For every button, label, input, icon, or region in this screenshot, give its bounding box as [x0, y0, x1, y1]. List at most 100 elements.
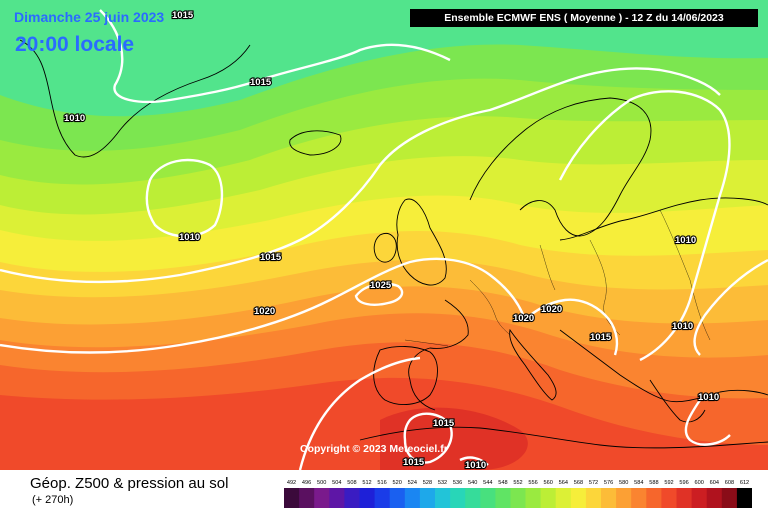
- isobar-1010-sahara: [459, 456, 489, 466]
- scale-swatch: [450, 488, 466, 508]
- scale-tick-label: 572: [589, 480, 598, 486]
- coastlines: [19, 39, 768, 449]
- greece-coast: [649, 379, 706, 423]
- scale-swatch: [329, 488, 345, 508]
- scale-tick-label: 504: [332, 480, 341, 486]
- copyright-text: Copyright © 2023 Meteociel.fr: [300, 443, 448, 455]
- british-isles-coast: [396, 198, 447, 286]
- scale-swatch: [374, 488, 391, 508]
- scale-tick-label: 596: [679, 480, 688, 486]
- isobar-1010-greenland: [145, 158, 224, 238]
- scale-swatch: [601, 488, 617, 508]
- map-date: Dimanche 25 juin 2023: [14, 9, 165, 25]
- scale-tick-label: 508: [347, 480, 356, 486]
- scale-tick-label: 520: [393, 480, 402, 486]
- isobar-labels: 1015 1015 1010 1010 1015 1020 1025 1020 …: [63, 9, 720, 470]
- scale-swatch: [525, 488, 541, 508]
- scale-swatch: [736, 488, 752, 508]
- ireland-coast: [373, 233, 397, 263]
- balkans-coast: [559, 329, 768, 403]
- scale-tick-label: 580: [619, 480, 628, 486]
- scale-swatch: [691, 488, 708, 508]
- isobar-1020-atlantic: [0, 257, 527, 354]
- legend-title: Géop. Z500 & pression au sol: [30, 475, 229, 492]
- scale-tick-label: 500: [317, 480, 326, 486]
- scale-tick-label: 588: [649, 480, 658, 486]
- scale-tick-label: 544: [483, 480, 492, 486]
- scale-swatch: [585, 488, 602, 508]
- isobar-label: 1010: [672, 321, 693, 332]
- scale-swatch: [299, 488, 315, 508]
- scale-swatch: [419, 488, 436, 508]
- greenland-coast: [19, 39, 251, 158]
- scale-tick-label: 536: [453, 480, 462, 486]
- scale-tick-label: 608: [725, 480, 734, 486]
- italy-coast: [509, 328, 557, 401]
- scale-tick-label: 496: [302, 480, 311, 486]
- scale-swatch: [706, 488, 723, 508]
- isobar-1015-atlantic: [0, 67, 721, 284]
- isobar-label: 1015: [403, 457, 425, 468]
- isobar-1010-east: [693, 258, 768, 356]
- isobars: [0, 9, 768, 470]
- scale-swatch: [465, 488, 481, 508]
- scale-swatch: [314, 488, 330, 508]
- scale-tick-label: 492: [287, 480, 296, 486]
- isobar-1015-scand: [558, 90, 731, 362]
- isobar-label: 1010: [179, 232, 200, 243]
- scale-tick-label: 560: [544, 480, 553, 486]
- iberia-coast: [373, 346, 438, 406]
- isobar-1025-high: [354, 282, 404, 306]
- scale-tick-label: 528: [423, 480, 432, 486]
- baltic-coast: [559, 197, 768, 241]
- scandinavia-coast: [469, 97, 652, 237]
- scale-tick-label: 540: [468, 480, 477, 486]
- scale-tick-label: 512: [362, 480, 371, 486]
- scale-tick-label: 612: [740, 480, 749, 486]
- scale-swatch: [646, 488, 662, 508]
- weather-map: 1015 1015 1010 1010 1015 1020 1025 1020 …: [0, 0, 768, 470]
- scale-tick-label: 600: [695, 480, 704, 486]
- scale-swatch: [344, 488, 360, 508]
- scale-swatch: [359, 488, 375, 508]
- isobar-label: 1020: [541, 304, 562, 315]
- color-scale: 492 496 500 504 508 512 516 520 524 528 532 536 540 5…: [284, 480, 752, 508]
- isobar-1015-sahara: [403, 412, 453, 464]
- europe-west-coast: [408, 299, 469, 411]
- north-africa-coast: [359, 426, 768, 449]
- border-france-germany: [469, 279, 511, 336]
- isobar-label: 1015: [250, 77, 272, 88]
- scale-swatch: [480, 488, 496, 508]
- scale-swatch: [404, 488, 421, 508]
- geopotential-map: 1015 1015 1010 1010 1015 1020 1025 1020 …: [0, 0, 768, 470]
- scale-tick-label: 556: [528, 480, 537, 486]
- scale-swatch: [616, 488, 632, 508]
- scale-swatch: [721, 488, 738, 508]
- isobar-label: 1020: [513, 313, 534, 324]
- scale-swatch: [540, 488, 557, 508]
- scale-swatch: [510, 488, 526, 508]
- scale-swatch: [435, 488, 451, 508]
- border-spain-france: [404, 339, 449, 347]
- scale-tick-label: 604: [710, 480, 719, 486]
- isobar-label: 1025: [370, 280, 392, 291]
- isobar-label: 1015: [260, 252, 282, 263]
- model-header: Ensemble ECMWF ENS ( Moyenne ) - 12 Z du…: [410, 9, 758, 27]
- scale-tick-label: 584: [634, 480, 643, 486]
- scale-tick-label: 548: [498, 480, 507, 486]
- scale-swatch: [389, 488, 406, 508]
- isobar-1010-med: [684, 399, 731, 446]
- border-germany-poland: [539, 244, 556, 291]
- isobar-label: 1010: [465, 460, 486, 470]
- border-east-europe: [589, 239, 621, 336]
- scale-swatch: [676, 488, 692, 508]
- scale-tick-label: 592: [664, 480, 673, 486]
- scale-tick-label: 532: [438, 480, 447, 486]
- isobar-1020-south: [298, 356, 421, 470]
- map-time: 20:00 locale: [15, 33, 135, 56]
- isobar-label: 1010: [64, 113, 85, 124]
- scale-swatch: [570, 488, 587, 508]
- scale-swatch: [555, 488, 572, 508]
- isobar-label: 1015: [433, 418, 455, 429]
- isobar-1020-europe: [524, 298, 619, 356]
